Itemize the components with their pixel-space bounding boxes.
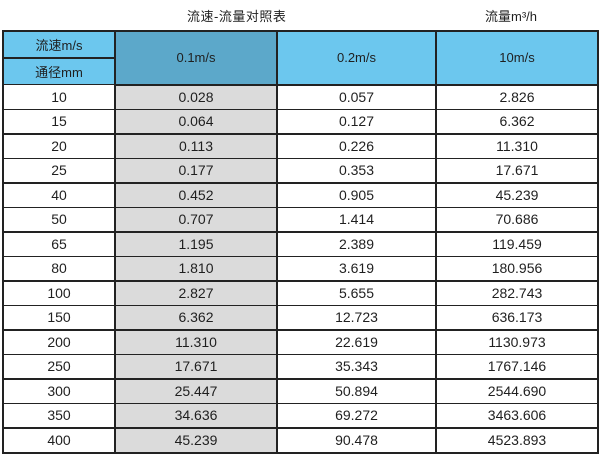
flow-value-cell-0-2ms: 35.343 [276,353,437,380]
flow-value-cell-10ms: 2544.690 [435,378,599,404]
flow-value-cell-0-2ms: 69.272 [276,402,437,429]
header-col-0-1ms: 0.1m/s [114,30,278,86]
header-col-10ms: 10m/s [435,30,599,86]
table-row: 25 0.177 0.353 17.671 [2,157,599,184]
flow-value-cell-0-1ms: 2.827 [114,280,278,306]
diameter-cell: 40 [2,182,116,208]
diameter-cell: 100 [2,280,116,306]
table-row: 20 0.113 0.226 11.310 [2,133,599,159]
diameter-cell: 250 [2,353,116,380]
flow-value-cell-10ms: 70.686 [435,206,599,233]
table-row: 350 34.636 69.272 3463.606 [2,402,599,429]
table-row: 200 11.310 22.619 1130.973 [2,329,599,355]
flow-value-cell-0-1ms: 0.064 [114,108,278,135]
diameter-cell: 150 [2,304,116,331]
flow-value-cell-10ms: 119.459 [435,231,599,257]
flow-value-cell-10ms: 1130.973 [435,329,599,355]
flow-value-cell-0-1ms: 0.707 [114,206,278,233]
diameter-cell: 20 [2,133,116,159]
table-row: 150 6.362 12.723 636.173 [2,304,599,331]
diameter-cell: 300 [2,378,116,404]
header-velocity-label: 流速m/s [2,30,116,59]
flow-value-cell-0-1ms: 0.028 [114,84,278,110]
flow-value-cell-10ms: 11.310 [435,133,599,159]
table-row: 100 2.827 5.655 282.743 [2,280,599,306]
flow-value-cell-10ms: 636.173 [435,304,599,331]
header-row-diameter: 通径mm [2,57,598,85]
table-row: 250 17.671 35.343 1767.146 [2,353,599,380]
flow-value-cell-10ms: 4523.893 [435,427,599,453]
flow-value-cell-10ms: 3463.606 [435,402,599,429]
flow-value-cell-0-2ms: 0.353 [276,157,437,184]
table-body: 10 0.028 0.057 2.826 15 0.064 0.127 6.362 20 0.11… [2,84,599,453]
header-col-0-2ms: 0.2m/s [276,30,437,86]
flow-value-cell-0-1ms: 25.447 [114,378,278,404]
title-bar: 流速-流量对照表 流量m³/h [0,0,600,30]
diameter-cell: 10 [2,84,116,110]
flow-value-cell-0-1ms: 0.177 [114,157,278,184]
flow-value-cell-10ms: 1767.146 [435,353,599,380]
flow-value-cell-0-2ms: 0.226 [276,133,437,159]
header-row-velocity: 流速m/s 0.1m/s 0.2m/s 10m/s [2,30,599,86]
flow-value-cell-0-1ms: 45.239 [114,427,278,453]
flow-value-cell-0-2ms: 50.894 [276,378,437,404]
flow-value-cell-0-2ms: 2.389 [276,231,437,257]
flow-value-cell-0-2ms: 22.619 [276,329,437,355]
flow-value-cell-0-1ms: 6.362 [114,304,278,331]
flow-value-cell-0-1ms: 11.310 [114,329,278,355]
flow-value-cell-0-1ms: 17.671 [114,353,278,380]
table-row: 40 0.452 0.905 45.239 [2,182,599,208]
diameter-cell: 200 [2,329,116,355]
flow-value-cell-0-2ms: 1.414 [276,206,437,233]
flow-value-cell-0-1ms: 1.195 [114,231,278,257]
flow-value-cell-0-2ms: 0.057 [276,84,437,110]
flow-value-cell-0-2ms: 0.127 [276,108,437,135]
flow-value-cell-10ms: 45.239 [435,182,599,208]
table-row: 15 0.064 0.127 6.362 [2,108,599,135]
table-row: 80 1.810 3.619 180.956 [2,255,599,282]
diameter-cell: 350 [2,402,116,429]
flow-value-cell-10ms: 2.826 [435,84,599,110]
flow-value-cell-10ms: 6.362 [435,108,599,135]
page-title: 流速-流量对照表 [187,9,287,24]
flow-value-cell-0-2ms: 12.723 [276,304,437,331]
table-header: 流速m/s 0.1m/s 0.2m/s 10m/s 通径mm [2,30,599,86]
diameter-cell: 15 [2,108,116,135]
diameter-cell: 80 [2,255,116,282]
flow-value-cell-0-2ms: 3.619 [276,255,437,282]
flow-value-cell-10ms: 282.743 [435,280,599,306]
table-row: 400 45.239 90.478 4523.893 [2,427,599,453]
flow-value-cell-10ms: 17.671 [435,157,599,184]
diameter-cell: 400 [2,427,116,453]
table-row: 10 0.028 0.057 2.826 [2,84,599,110]
table-row: 300 25.447 50.894 2544.690 [2,378,599,404]
flow-value-cell-10ms: 180.956 [435,255,599,282]
flow-value-cell-0-2ms: 5.655 [276,280,437,306]
flow-value-cell-0-2ms: 90.478 [276,427,437,453]
diameter-cell: 50 [2,206,116,233]
flow-value-cell-0-2ms: 0.905 [276,182,437,208]
table-row: 50 0.707 1.414 70.686 [2,206,599,233]
diameter-cell: 25 [2,157,116,184]
flow-value-cell-0-1ms: 34.636 [114,402,278,429]
diameter-cell: 65 [2,231,116,257]
table-row: 65 1.195 2.389 119.459 [2,231,599,257]
flow-value-cell-0-1ms: 0.113 [114,133,278,159]
flow-unit-label: 流量m³/h [485,9,538,24]
header-diameter-label: 通径mm [2,57,116,85]
flow-value-cell-0-1ms: 1.810 [114,255,278,282]
flow-rate-table: 流速m/s 0.1m/s 0.2m/s 10m/s 通径mm 10 0.028 0.… [2,30,599,454]
flow-value-cell-0-1ms: 0.452 [114,182,278,208]
